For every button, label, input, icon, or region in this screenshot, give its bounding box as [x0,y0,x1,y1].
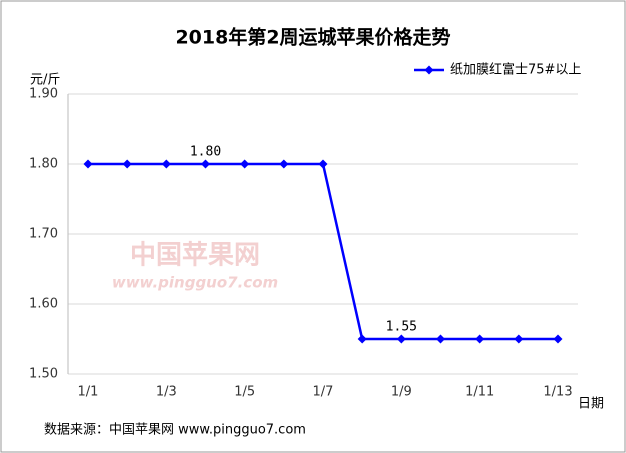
chart-title: 2018年第2周运城苹果价格走势 [175,26,450,49]
data-point [396,334,406,344]
data-point [475,334,485,344]
data-point [553,334,563,344]
watermark: www.pingguo7.com [112,274,278,292]
data-point [240,159,250,169]
y-axis-label: 元/斤 [30,73,60,88]
x-tick-label: 1/9 [391,385,412,400]
data-point [514,334,524,344]
x-tick-label: 1/1 [78,385,99,400]
source: 数据来源：中国苹果网 www.pingguo7.com [44,423,306,438]
x-tick-label: 1/3 [156,385,177,400]
watermark: 中国苹果网 [130,241,260,271]
x-tick-label: 1/11 [465,385,494,400]
data-point [318,159,328,169]
data-point [357,334,367,344]
legend-marker [424,65,434,75]
data-point [83,159,93,169]
x-axis-label: 日期 [578,397,604,412]
y-tick-label: 1.60 [29,297,58,312]
data-point [122,159,132,169]
data-label: 1.55 [386,320,417,335]
legend-label: 纸加膜红富士75#以上 [450,62,581,78]
data-label: 1.80 [190,145,221,160]
x-tick-label: 1/13 [543,385,572,400]
y-tick-label: 1.90 [29,87,58,102]
data-point [279,159,289,169]
y-tick-label: 1.70 [29,227,58,242]
x-tick-label: 1/5 [234,385,255,400]
y-tick-label: 1.80 [29,157,58,172]
y-tick-label: 1.50 [29,367,58,382]
data-point [161,159,171,169]
x-tick-label: 1/7 [313,385,334,400]
data-point [436,334,445,344]
data-point [201,159,210,169]
